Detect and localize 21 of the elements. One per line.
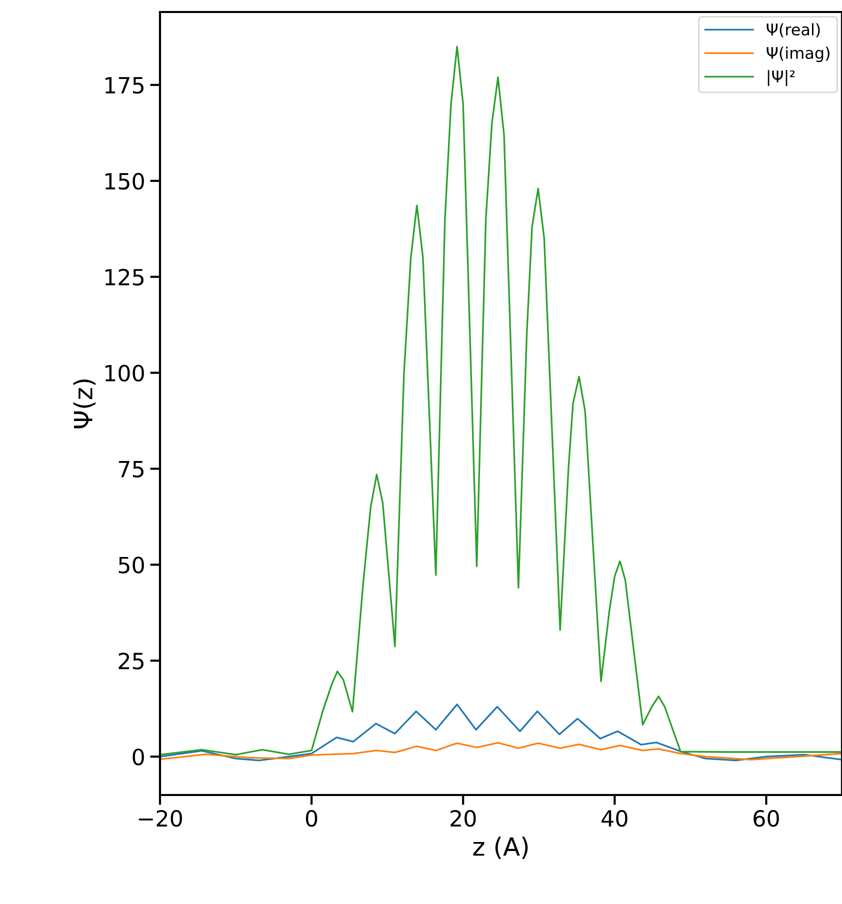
x-tick-label: 20	[450, 810, 476, 827]
legend-label: Ψ(imag)	[766, 46, 830, 62]
y-axis-title: Ψ(z)	[73, 379, 96, 428]
y-tick-label: 75	[118, 460, 144, 478]
y-tick-label: 100	[105, 364, 144, 382]
legend-label: |Ψ|²	[768, 70, 795, 86]
y-tick-label: 150	[105, 172, 144, 190]
x-tick-label: 60	[754, 810, 779, 827]
y-tick-label: 125	[105, 268, 144, 286]
line-series	[160, 46, 842, 756]
x-tick-label: 0	[306, 810, 318, 827]
x-tick-label: −20	[138, 810, 182, 827]
x-axis-title: z (A)	[473, 836, 528, 859]
x-tick-label: 40	[602, 810, 628, 827]
y-tick-label: 25	[118, 652, 144, 670]
y-tick-label: 50	[118, 556, 144, 574]
legend-label: Ψ(real)	[766, 23, 820, 38]
y-tick-label: 0	[132, 748, 144, 766]
y-tick-label: 175	[105, 77, 144, 94]
line-series	[160, 704, 842, 762]
line-series	[160, 742, 842, 761]
